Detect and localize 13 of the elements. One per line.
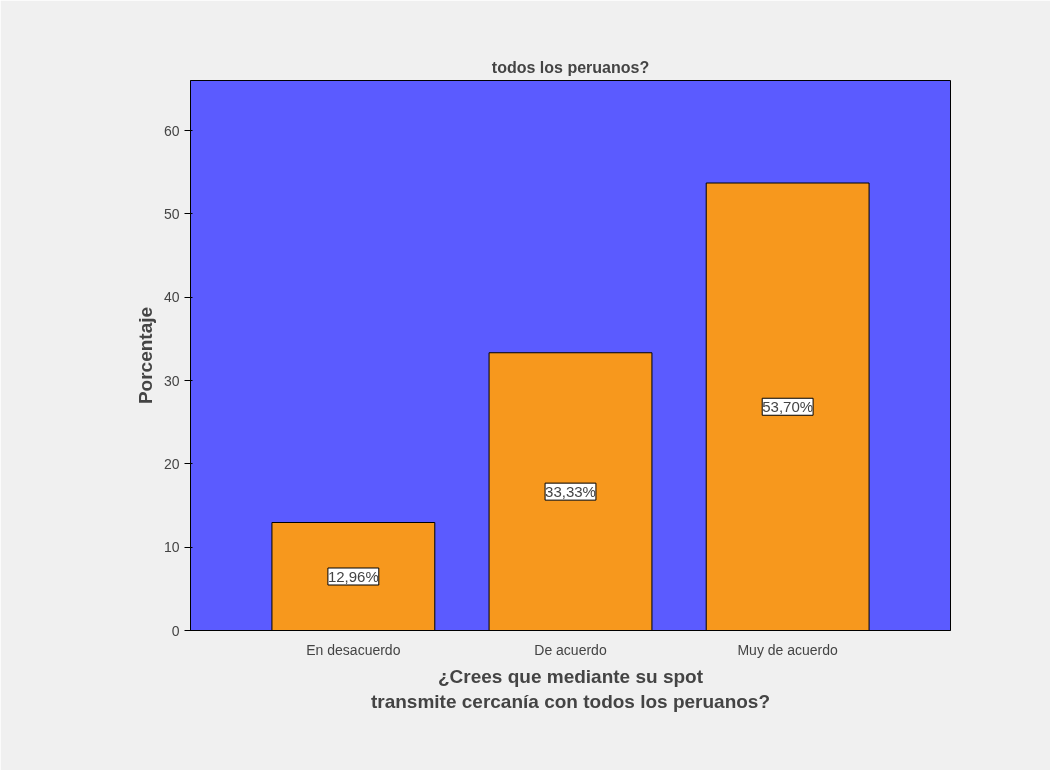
y-tick-label: 20 bbox=[163, 455, 180, 472]
y-tick-label: 40 bbox=[163, 289, 180, 306]
chart-title: todos los peruanos? bbox=[491, 58, 650, 76]
x-tick-label: Muy de acuerdo bbox=[737, 641, 839, 658]
y-tick-label: 60 bbox=[163, 122, 180, 139]
y-tick-label: 30 bbox=[163, 372, 180, 389]
x-axis-title: ¿Crees que mediante su spot transmite cercanía con todos los peruanos? bbox=[370, 665, 771, 712]
x-tick-label: En desacuerdo bbox=[306, 641, 401, 658]
x-tick-label: De acuerdo bbox=[534, 641, 607, 658]
y-tick-label: 50 bbox=[163, 205, 180, 222]
y-tick-label: 0 bbox=[171, 622, 180, 639]
y-axis-title: Porcentaje bbox=[134, 306, 156, 405]
y-tick-label: 10 bbox=[163, 539, 180, 556]
